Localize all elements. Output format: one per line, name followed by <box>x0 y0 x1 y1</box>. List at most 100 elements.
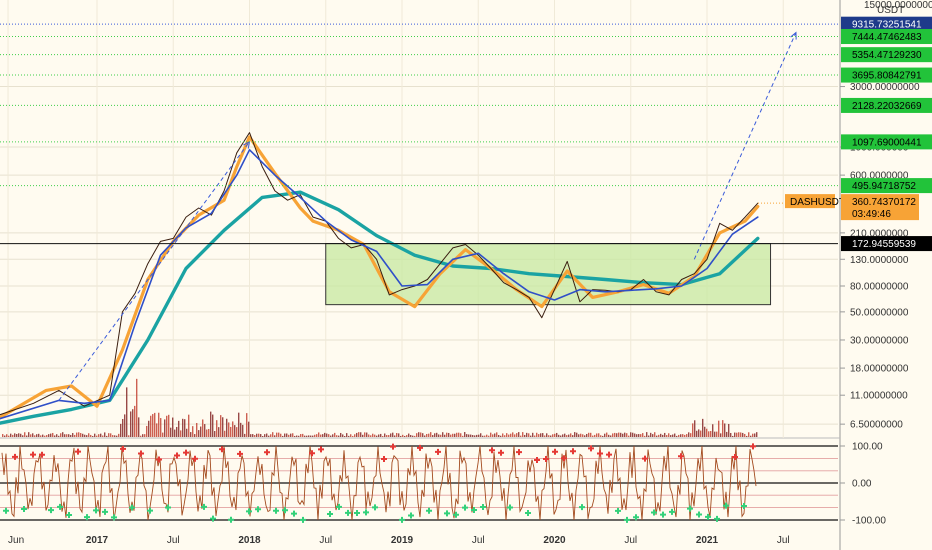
volume-bar <box>450 434 452 437</box>
price-tick-label: 6.50000000 <box>850 420 903 431</box>
volume-bar <box>392 432 394 437</box>
volume-bar <box>278 432 280 437</box>
volume-bars <box>2 378 758 437</box>
signal-marker <box>741 503 747 510</box>
volume-bar <box>598 433 600 437</box>
price-level-label: 5354.47129230 <box>852 50 922 61</box>
volume-bar <box>674 433 676 437</box>
volume-bar <box>608 434 610 437</box>
price-level-label: 2128.22032669 <box>852 101 922 112</box>
volume-bar <box>502 433 504 437</box>
volume-bar <box>142 434 144 437</box>
volume-bar <box>270 434 272 437</box>
volume-bar <box>38 433 40 437</box>
volume-bar <box>596 433 598 437</box>
volume-bar <box>198 430 200 437</box>
signal-marker <box>147 507 153 514</box>
signal-marker <box>534 456 540 463</box>
volume-bar <box>670 435 672 437</box>
volume-bar <box>328 434 330 437</box>
volume-bar <box>276 432 278 437</box>
volume-bar <box>396 433 398 437</box>
signal-marker <box>219 446 225 453</box>
volume-bar <box>572 435 574 437</box>
volume-bar <box>474 435 476 437</box>
volume-bar <box>150 415 152 437</box>
volume-bar <box>436 432 438 437</box>
signal-marker <box>624 516 630 523</box>
volume-bar <box>516 433 518 437</box>
volume-bar <box>628 435 630 437</box>
volume-bar <box>430 432 432 437</box>
volume-bar <box>60 433 62 437</box>
volume-bar <box>746 435 748 437</box>
signal-marker <box>453 511 459 518</box>
trend-arrow-head <box>790 31 797 40</box>
volume-bar <box>322 434 324 437</box>
moving-average-line <box>0 190 760 425</box>
volume-bar <box>96 435 98 437</box>
volume-bar <box>206 429 208 437</box>
volume-bar <box>88 433 90 437</box>
signal-marker <box>417 444 423 451</box>
volume-bar <box>94 433 96 437</box>
time-tick-label: Jul <box>777 535 790 546</box>
volume-bar <box>46 435 48 437</box>
volume-bar <box>78 432 80 437</box>
volume-bar <box>514 434 516 437</box>
volume-bar <box>66 434 68 437</box>
signal-marker <box>525 509 531 516</box>
volume-bar <box>678 434 680 437</box>
signal-marker <box>228 516 234 523</box>
volume-bar <box>184 419 186 437</box>
volume-bar <box>238 412 240 437</box>
signal-marker <box>75 448 81 455</box>
volume-bar <box>558 434 560 437</box>
volume-bar <box>646 432 648 437</box>
volume-bar <box>242 424 244 437</box>
volume-bar <box>110 433 112 437</box>
volume-bar <box>2 434 4 437</box>
trend-arrow-line <box>58 141 250 401</box>
volume-bar <box>4 435 6 437</box>
volume-bar <box>542 433 544 437</box>
volume-bar <box>720 433 722 437</box>
volume-bar <box>232 421 234 437</box>
volume-bar <box>752 433 754 437</box>
volume-bar <box>128 435 130 437</box>
time-tick-label: 2020 <box>543 535 566 546</box>
signal-marker <box>12 453 18 460</box>
volume-bar <box>540 433 542 437</box>
volume-bar <box>468 434 470 437</box>
volume-bar <box>682 434 684 437</box>
volume-bar <box>44 435 46 437</box>
volume-bar <box>566 435 568 437</box>
volume-bar <box>320 434 322 437</box>
volume-bar <box>244 433 246 437</box>
volume-bar <box>82 433 84 437</box>
price-tick-label: 600.0000000 <box>850 171 909 182</box>
volume-bar <box>536 432 538 437</box>
signal-marker <box>651 509 657 516</box>
volume-bar <box>460 433 462 437</box>
oscillator-line <box>1 445 757 521</box>
volume-bar <box>90 434 92 437</box>
oscillator-tick-label: 0.00 <box>852 479 872 490</box>
volume-bar <box>494 433 496 437</box>
volume-bar <box>348 435 350 437</box>
volume-bar <box>482 435 484 437</box>
volume-bar <box>64 434 66 437</box>
volume-bar <box>668 433 670 437</box>
volume-bar <box>538 434 540 437</box>
signal-marker <box>462 504 468 511</box>
volume-bar <box>124 414 126 437</box>
volume-bar <box>714 431 716 437</box>
volume-bar <box>290 433 292 437</box>
volume-bar <box>236 427 238 437</box>
volume-bar <box>310 435 312 437</box>
signal-marker <box>3 507 9 514</box>
volume-bar <box>378 434 380 437</box>
volume-bar <box>588 432 590 437</box>
